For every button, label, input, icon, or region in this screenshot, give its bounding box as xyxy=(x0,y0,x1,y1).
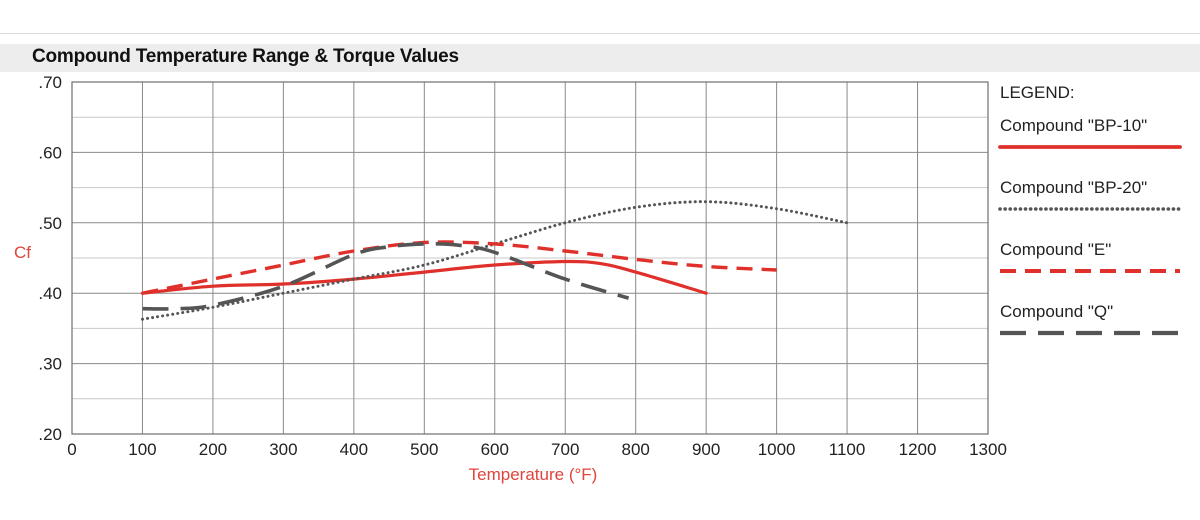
x-tick-label: 200 xyxy=(199,440,227,459)
legend-label: Compound "E" xyxy=(1000,240,1111,259)
x-tick-label: 700 xyxy=(551,440,579,459)
y-tick-label: .40 xyxy=(38,284,62,303)
y-axis-label: Cf xyxy=(14,243,31,262)
y-tick-label: .50 xyxy=(38,214,62,233)
x-tick-label: 100 xyxy=(128,440,156,459)
x-tick-label: 1200 xyxy=(899,440,937,459)
series-lines xyxy=(140,200,849,321)
y-axis-ticks: .20 .30 .40 .50 .60 .70 xyxy=(38,73,62,444)
y-tick-label: .70 xyxy=(38,73,62,92)
legend-title: LEGEND: xyxy=(1000,83,1075,102)
plot-frame xyxy=(71,81,989,435)
x-tick-label: 0 xyxy=(67,440,76,459)
legend-label: Compound "Q" xyxy=(1000,302,1113,321)
y-tick-label: .30 xyxy=(38,355,62,374)
legend: LEGEND: Compound "BP-10" Compound "BP-20"… xyxy=(998,83,1182,336)
x-tick-label: 300 xyxy=(269,440,297,459)
x-tick-label: 400 xyxy=(340,440,368,459)
legend-label: Compound "BP-20" xyxy=(1000,178,1147,197)
grid xyxy=(71,81,989,435)
x-axis-label: Temperature (°F) xyxy=(469,465,598,484)
legend-label: Compound "BP-10" xyxy=(1000,116,1147,135)
x-tick-label: 1100 xyxy=(829,440,866,459)
x-tick-label: 1000 xyxy=(758,440,796,459)
x-tick-label: 1300 xyxy=(969,440,1007,459)
series-line-3 xyxy=(142,242,630,311)
chart-title: Compound Temperature Range & Torque Valu… xyxy=(32,46,459,67)
series-line-2 xyxy=(142,240,777,295)
y-tick-label: .60 xyxy=(38,143,62,162)
y-tick-label: .20 xyxy=(38,425,62,444)
top-divider xyxy=(0,33,1200,34)
x-axis-ticks: 0 100 200 300 400 500 600 700 800 900 1000 1100 1200… xyxy=(67,440,1007,459)
x-tick-label: 800 xyxy=(622,440,650,459)
x-tick-label: 600 xyxy=(481,440,509,459)
title-band xyxy=(0,44,1200,72)
series-line-1 xyxy=(141,200,849,321)
x-tick-label: 900 xyxy=(692,440,720,459)
series-line-0 xyxy=(140,259,708,295)
x-tick-label: 500 xyxy=(410,440,438,459)
